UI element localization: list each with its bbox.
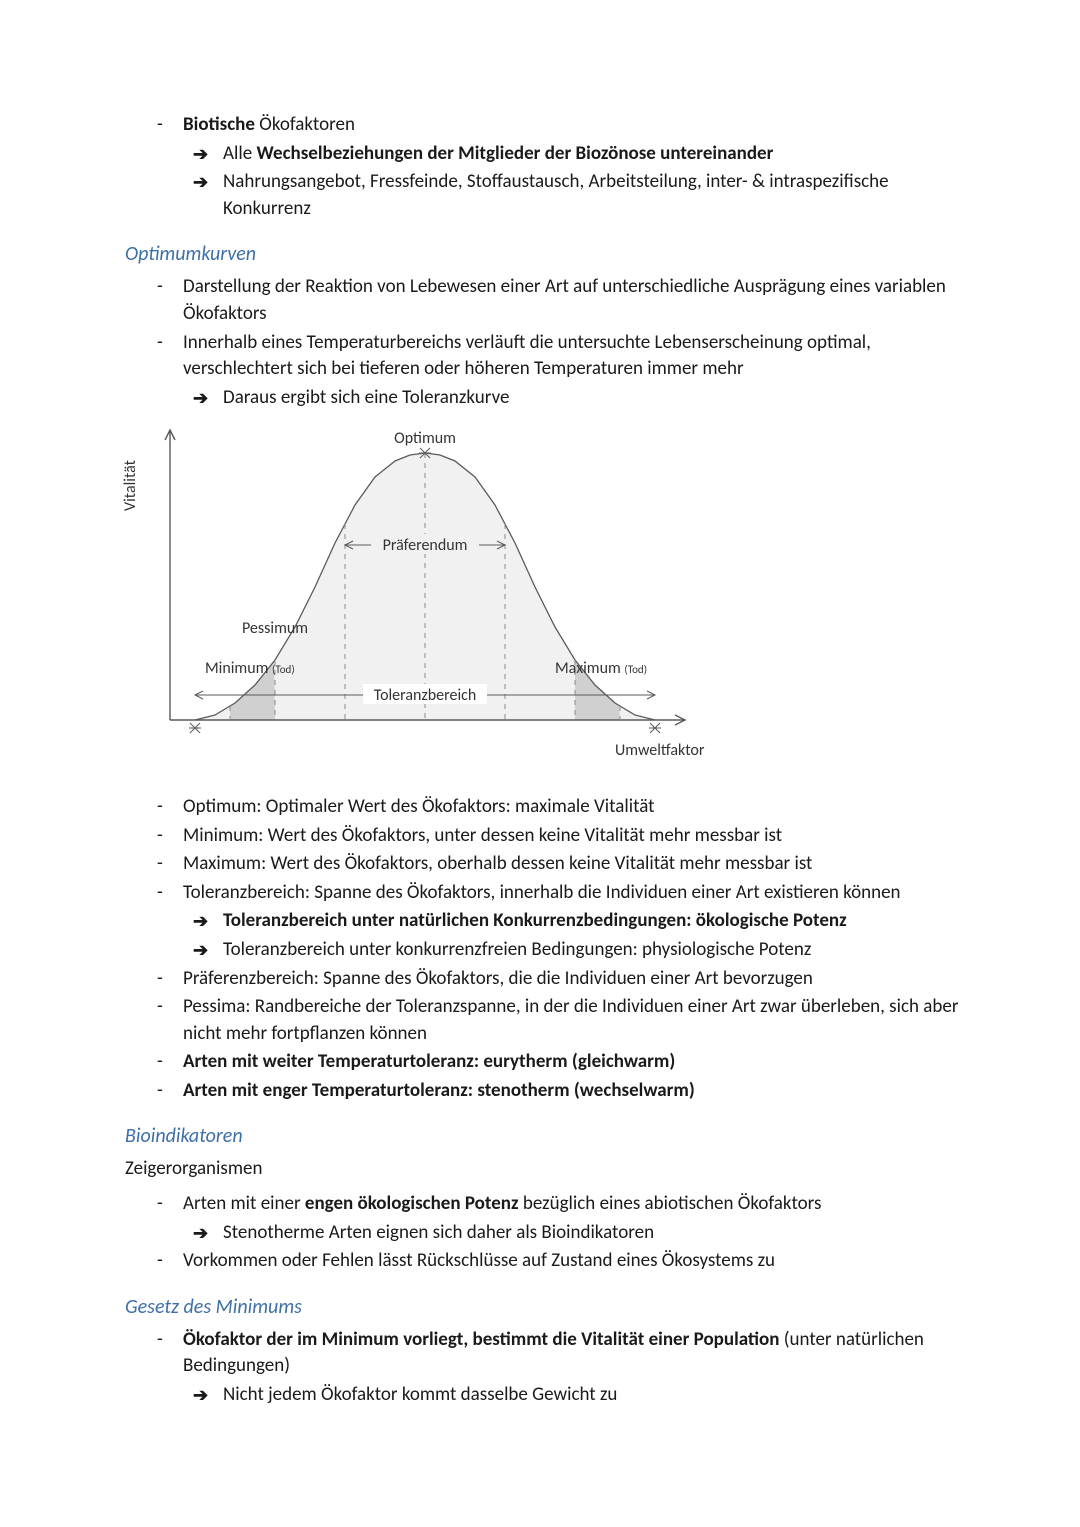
text: Arten mit einer [183,1192,305,1215]
list-item: Präferenzbereich: Spanne des Ökofaktors,… [125,966,975,993]
list-item: Biotische Ökofaktoren Alle Wechselbezieh… [125,112,975,222]
text-bold: Arten mit enger Temperaturtoleranz: sten… [183,1079,695,1102]
sublist: Toleranzbereich unter natürlichen Konkur… [183,908,975,963]
text: Alle [223,142,256,165]
section-heading-optimumkurven: Optimumkurven [125,240,975,268]
list-item: Toleranzbereich unter natürlichen Konkur… [183,908,975,935]
list-item: Toleranzbereich unter konkurrenzfreien B… [183,937,975,964]
svg-text:Optimum: Optimum [394,429,456,448]
text: Nicht jedem Ökofaktor kommt dasselbe Gew… [223,1383,617,1406]
list-item: Darstellung der Reaktion von Lebewesen e… [125,274,975,327]
document-page: Biotische Ökofaktoren Alle Wechselbezieh… [0,0,1080,1491]
svg-text:Pessimum: Pessimum [242,619,308,638]
text-bold: Wechselbeziehungen der Mitglieder der Bi… [256,142,773,165]
text: Daraus ergibt sich eine Toleranzkurve [223,386,509,409]
list-item: Toleranzbereich: Spanne des Ökofaktors, … [125,880,975,964]
sublist: Daraus ergibt sich eine Toleranzkurve [183,385,975,412]
tolerance-curve-chart: Toleranzbereich Präferendum Optimum Pessimu… [115,415,725,784]
text: Darstellung der Reaktion von Lebewesen e… [183,275,946,325]
text-bold: Arten mit weiter Temperaturtoleranz: eur… [183,1050,675,1073]
text-bold: Ökofaktor der im Minimum vorliegt, besti… [183,1328,779,1351]
list-optimumkurven: Darstellung der Reaktion von Lebewesen e… [125,274,975,411]
text: Maximum: Wert des Ökofaktors, oberhalb d… [183,852,812,875]
text-bold: engen ökologischen Potenz [305,1192,519,1215]
list-item: Daraus ergibt sich eine Toleranzkurve [183,385,975,412]
svg-text:Toleranzbereich: Toleranzbereich [374,686,477,705]
text: Toleranzbereich unter konkurrenzfreien B… [223,938,811,961]
svg-text:Umweltfaktor: Umweltfaktor [615,741,705,760]
sublist: Nicht jedem Ökofaktor kommt dasselbe Gew… [183,1382,975,1409]
section-heading-bioindikatoren: Bioindikatoren [125,1122,975,1150]
section-heading-gesetz: Gesetz des Minimums [125,1293,975,1321]
list-item: Minimum: Wert des Ökofaktors, unter dess… [125,823,975,850]
text: Nahrungsangebot, Fressfeinde, Stoffausta… [223,170,889,220]
text: bezüglich eines abiotischen Ökofaktors [519,1192,822,1215]
text: Minimum: Wert des Ökofaktors, unter dess… [183,824,782,847]
list-item: Ökofaktor der im Minimum vorliegt, besti… [125,1327,975,1409]
list-item: Innerhalb eines Temperaturbereichs verlä… [125,330,975,412]
list-item: Optimum: Optimaler Wert des Ökofaktors: … [125,794,975,821]
text: Optimum: Optimaler Wert des Ökofaktors: … [183,795,655,818]
list-item: Nahrungsangebot, Fressfeinde, Stoffausta… [183,169,975,222]
list-item: Arten mit einer engen ökologischen Poten… [125,1191,975,1246]
list-biotische: Biotische Ökofaktoren Alle Wechselbezieh… [125,112,975,222]
list-item: Stenotherme Arten eignen sich daher als … [183,1220,975,1247]
paragraph: Zeigerorganismen [125,1156,975,1183]
list-item: Arten mit weiter Temperaturtoleranz: eur… [125,1049,975,1076]
sublist: Alle Wechselbeziehungen der Mitglieder d… [183,141,975,223]
list-item: Maximum: Wert des Ökofaktors, oberhalb d… [125,851,975,878]
text-bold: Biotische [183,113,255,136]
list-item: Vorkommen oder Fehlen lässt Rückschlüsse… [125,1248,975,1275]
list-definitions: Optimum: Optimaler Wert des Ökofaktors: … [125,794,975,1105]
text: Präferenzbereich: Spanne des Ökofaktors,… [183,967,813,990]
list-gesetz: Ökofaktor der im Minimum vorliegt, besti… [125,1327,975,1409]
text: Innerhalb eines Temperaturbereichs verlä… [183,331,871,381]
svg-text:Präferendum: Präferendum [383,536,468,555]
list-item: Nicht jedem Ökofaktor kommt dasselbe Gew… [183,1382,975,1409]
text: Ökofaktoren [255,113,355,136]
text: Toleranzbereich: Spanne des Ökofaktors, … [183,881,901,904]
text-bold: Toleranzbereich unter natürlichen Konkur… [223,909,847,932]
svg-text:Vitalität: Vitalität [121,460,140,512]
sublist: Stenotherme Arten eignen sich daher als … [183,1220,975,1247]
list-item: Alle Wechselbeziehungen der Mitglieder d… [183,141,975,168]
list-item: Pessima: Randbereiche der Toleranzspanne… [125,994,975,1047]
text: Stenotherme Arten eignen sich daher als … [223,1221,654,1244]
list-bioindikatoren: Arten mit einer engen ökologischen Poten… [125,1191,975,1275]
text: Pessima: Randbereiche der Toleranzspanne… [183,995,958,1045]
text: Vorkommen oder Fehlen lässt Rückschlüsse… [183,1249,775,1272]
list-item: Arten mit enger Temperaturtoleranz: sten… [125,1078,975,1105]
svg-text:Maximum (Tod): Maximum (Tod) [555,659,647,678]
